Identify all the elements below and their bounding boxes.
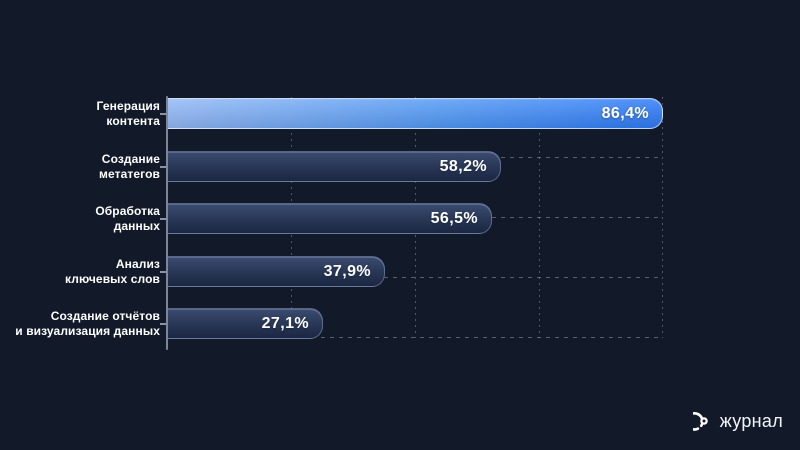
gridline-vertical	[539, 97, 540, 338]
value-label: 37,9%	[323, 262, 371, 280]
bar: 27,1%	[168, 308, 323, 339]
axis-tick-mark	[160, 165, 166, 168]
logo: журнал	[692, 411, 783, 432]
bar: 37,9%	[168, 256, 385, 287]
value-label: 86,4%	[601, 104, 649, 122]
gridline-vertical	[662, 97, 663, 338]
category-label: Создание отчётов и визуализация данных	[15, 308, 160, 338]
gridline-horizontal	[168, 337, 663, 338]
gridline-horizontal	[168, 277, 663, 278]
bar: 56,5%	[168, 203, 492, 234]
axis-tick-mark	[160, 270, 166, 273]
journal-logo-icon	[692, 412, 708, 431]
value-label: 56,5%	[430, 209, 478, 227]
axis-tick-mark	[160, 322, 166, 325]
bar: 58,2%	[168, 151, 501, 182]
logo-text: журнал	[719, 411, 783, 431]
value-label: 58,2%	[439, 157, 487, 175]
category-label: Создание метатегов	[99, 151, 160, 181]
category-label: Анализ ключевых слов	[65, 256, 160, 286]
y-axis-line	[166, 96, 168, 350]
category-label: Обработка данных	[95, 203, 160, 233]
category-label: Генерация контента	[96, 98, 160, 128]
axis-tick-mark	[160, 217, 166, 220]
value-label: 27,1%	[261, 314, 309, 332]
bar: 86,4%	[168, 98, 663, 129]
axis-tick-mark	[160, 112, 166, 115]
